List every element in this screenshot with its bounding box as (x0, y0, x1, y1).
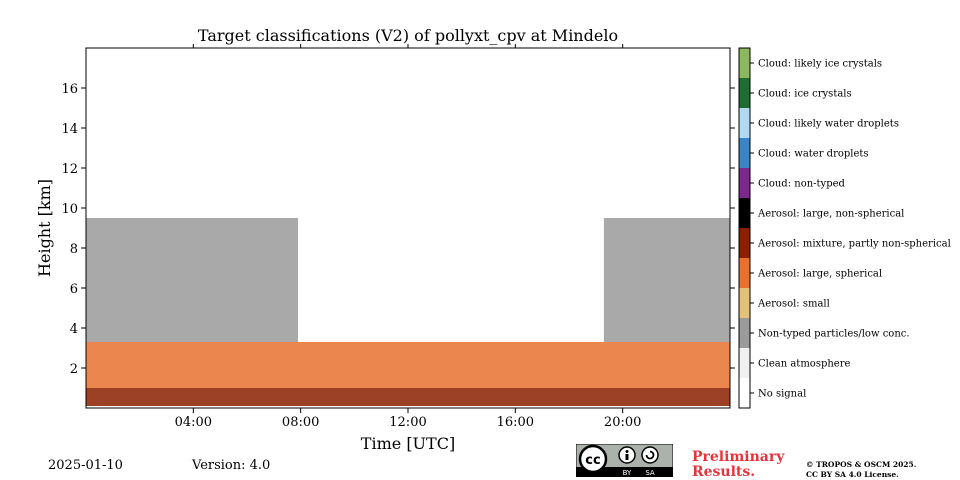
y-tick-label: 6 (70, 282, 78, 297)
license-notice: © TROPOS & OSCM 2025. CC BY SA 4.0 Licen… (806, 460, 916, 480)
legend-swatch (739, 228, 750, 258)
y-axis-label: Height [km] (35, 179, 54, 277)
legend-label: No signal (758, 389, 806, 400)
y-tick-label: 12 (61, 162, 78, 177)
class-layer-1 (86, 342, 730, 388)
cc-logo-icon (578, 444, 608, 474)
heatmap-layer (86, 218, 730, 406)
y-tick-label: 10 (61, 202, 78, 217)
legend-swatch (739, 138, 750, 168)
preliminary-line1: Preliminary (692, 449, 785, 465)
legend-colorbar: Cloud: likely ice crystals Cloud: ice cry… (738, 47, 951, 409)
y-tick-label: 2 (70, 362, 78, 377)
chart-title: Target classifications (V2) of pollyxt_c… (198, 26, 618, 45)
preliminary-line2: Results. (692, 464, 756, 480)
y-tick-label: 4 (70, 322, 78, 337)
legend-label: Aerosol: large, non-spherical (757, 209, 904, 220)
legend-label: Aerosol: small (757, 299, 830, 310)
legend-swatch (739, 168, 750, 198)
legend-swatch (739, 258, 750, 288)
legend-swatch (739, 288, 750, 318)
legend-label: Cloud: likely ice crystals (758, 59, 882, 70)
license-line1: © TROPOS & OSCM 2025. (806, 460, 917, 469)
x-tick-label: 12:00 (389, 415, 426, 430)
x-tick-label: 08:00 (282, 415, 319, 430)
class-layer-0 (86, 388, 730, 406)
x-tick-label: 16:00 (497, 415, 534, 430)
cc-by-text: BY (623, 469, 632, 477)
cc-logo-text: cc (585, 453, 600, 468)
x-tick-label: 20:00 (604, 415, 641, 430)
cc-sa-text: SA (645, 469, 655, 477)
x-tick-label: 04:00 (175, 415, 212, 430)
legend-label: Cloud: water droplets (758, 149, 869, 160)
legend-label: Aerosol: large, spherical (757, 269, 882, 280)
cc-by-sa-badge: cc BY SA (576, 444, 673, 477)
legend-label: Cloud: likely water droplets (758, 119, 899, 130)
x-axis-label: Time [UTC] (361, 434, 455, 453)
legend-swatch (739, 318, 750, 348)
class-layer-3 (603, 218, 730, 342)
y-tick-label: 16 (61, 82, 78, 97)
legend-swatch (739, 348, 750, 378)
legend-swatch (739, 108, 750, 138)
legend-label: Cloud: non-typed (758, 179, 846, 190)
license-line2: CC BY SA 4.0 License. (806, 470, 899, 479)
legend-swatch (739, 378, 750, 408)
legend-swatch (739, 48, 750, 78)
class-layer-2 (86, 218, 298, 342)
footer-version: Version: 4.0 (192, 458, 271, 473)
axis-layer: 04:00 08:00 12:00 16:00 20:00 2 4 6 8 10 12 14 16 (61, 44, 735, 430)
sa-share-icon (641, 446, 659, 464)
preliminary-notice: Preliminary Results. (692, 450, 784, 480)
legend-label: Non-typed particles/low conc. (758, 329, 910, 340)
legend-label: Aerosol: mixture, partly non-spherical (757, 239, 951, 250)
footer-date: 2025-01-10 (48, 458, 123, 473)
y-tick-label: 14 (61, 122, 78, 137)
plot-frame (85, 47, 731, 409)
legend-label: Cloud: ice crystals (758, 89, 852, 100)
y-tick-label: 8 (70, 242, 78, 257)
legend-label: Clean atmosphere (758, 359, 851, 370)
legend-swatch (739, 78, 750, 108)
legend-swatch (739, 198, 750, 228)
